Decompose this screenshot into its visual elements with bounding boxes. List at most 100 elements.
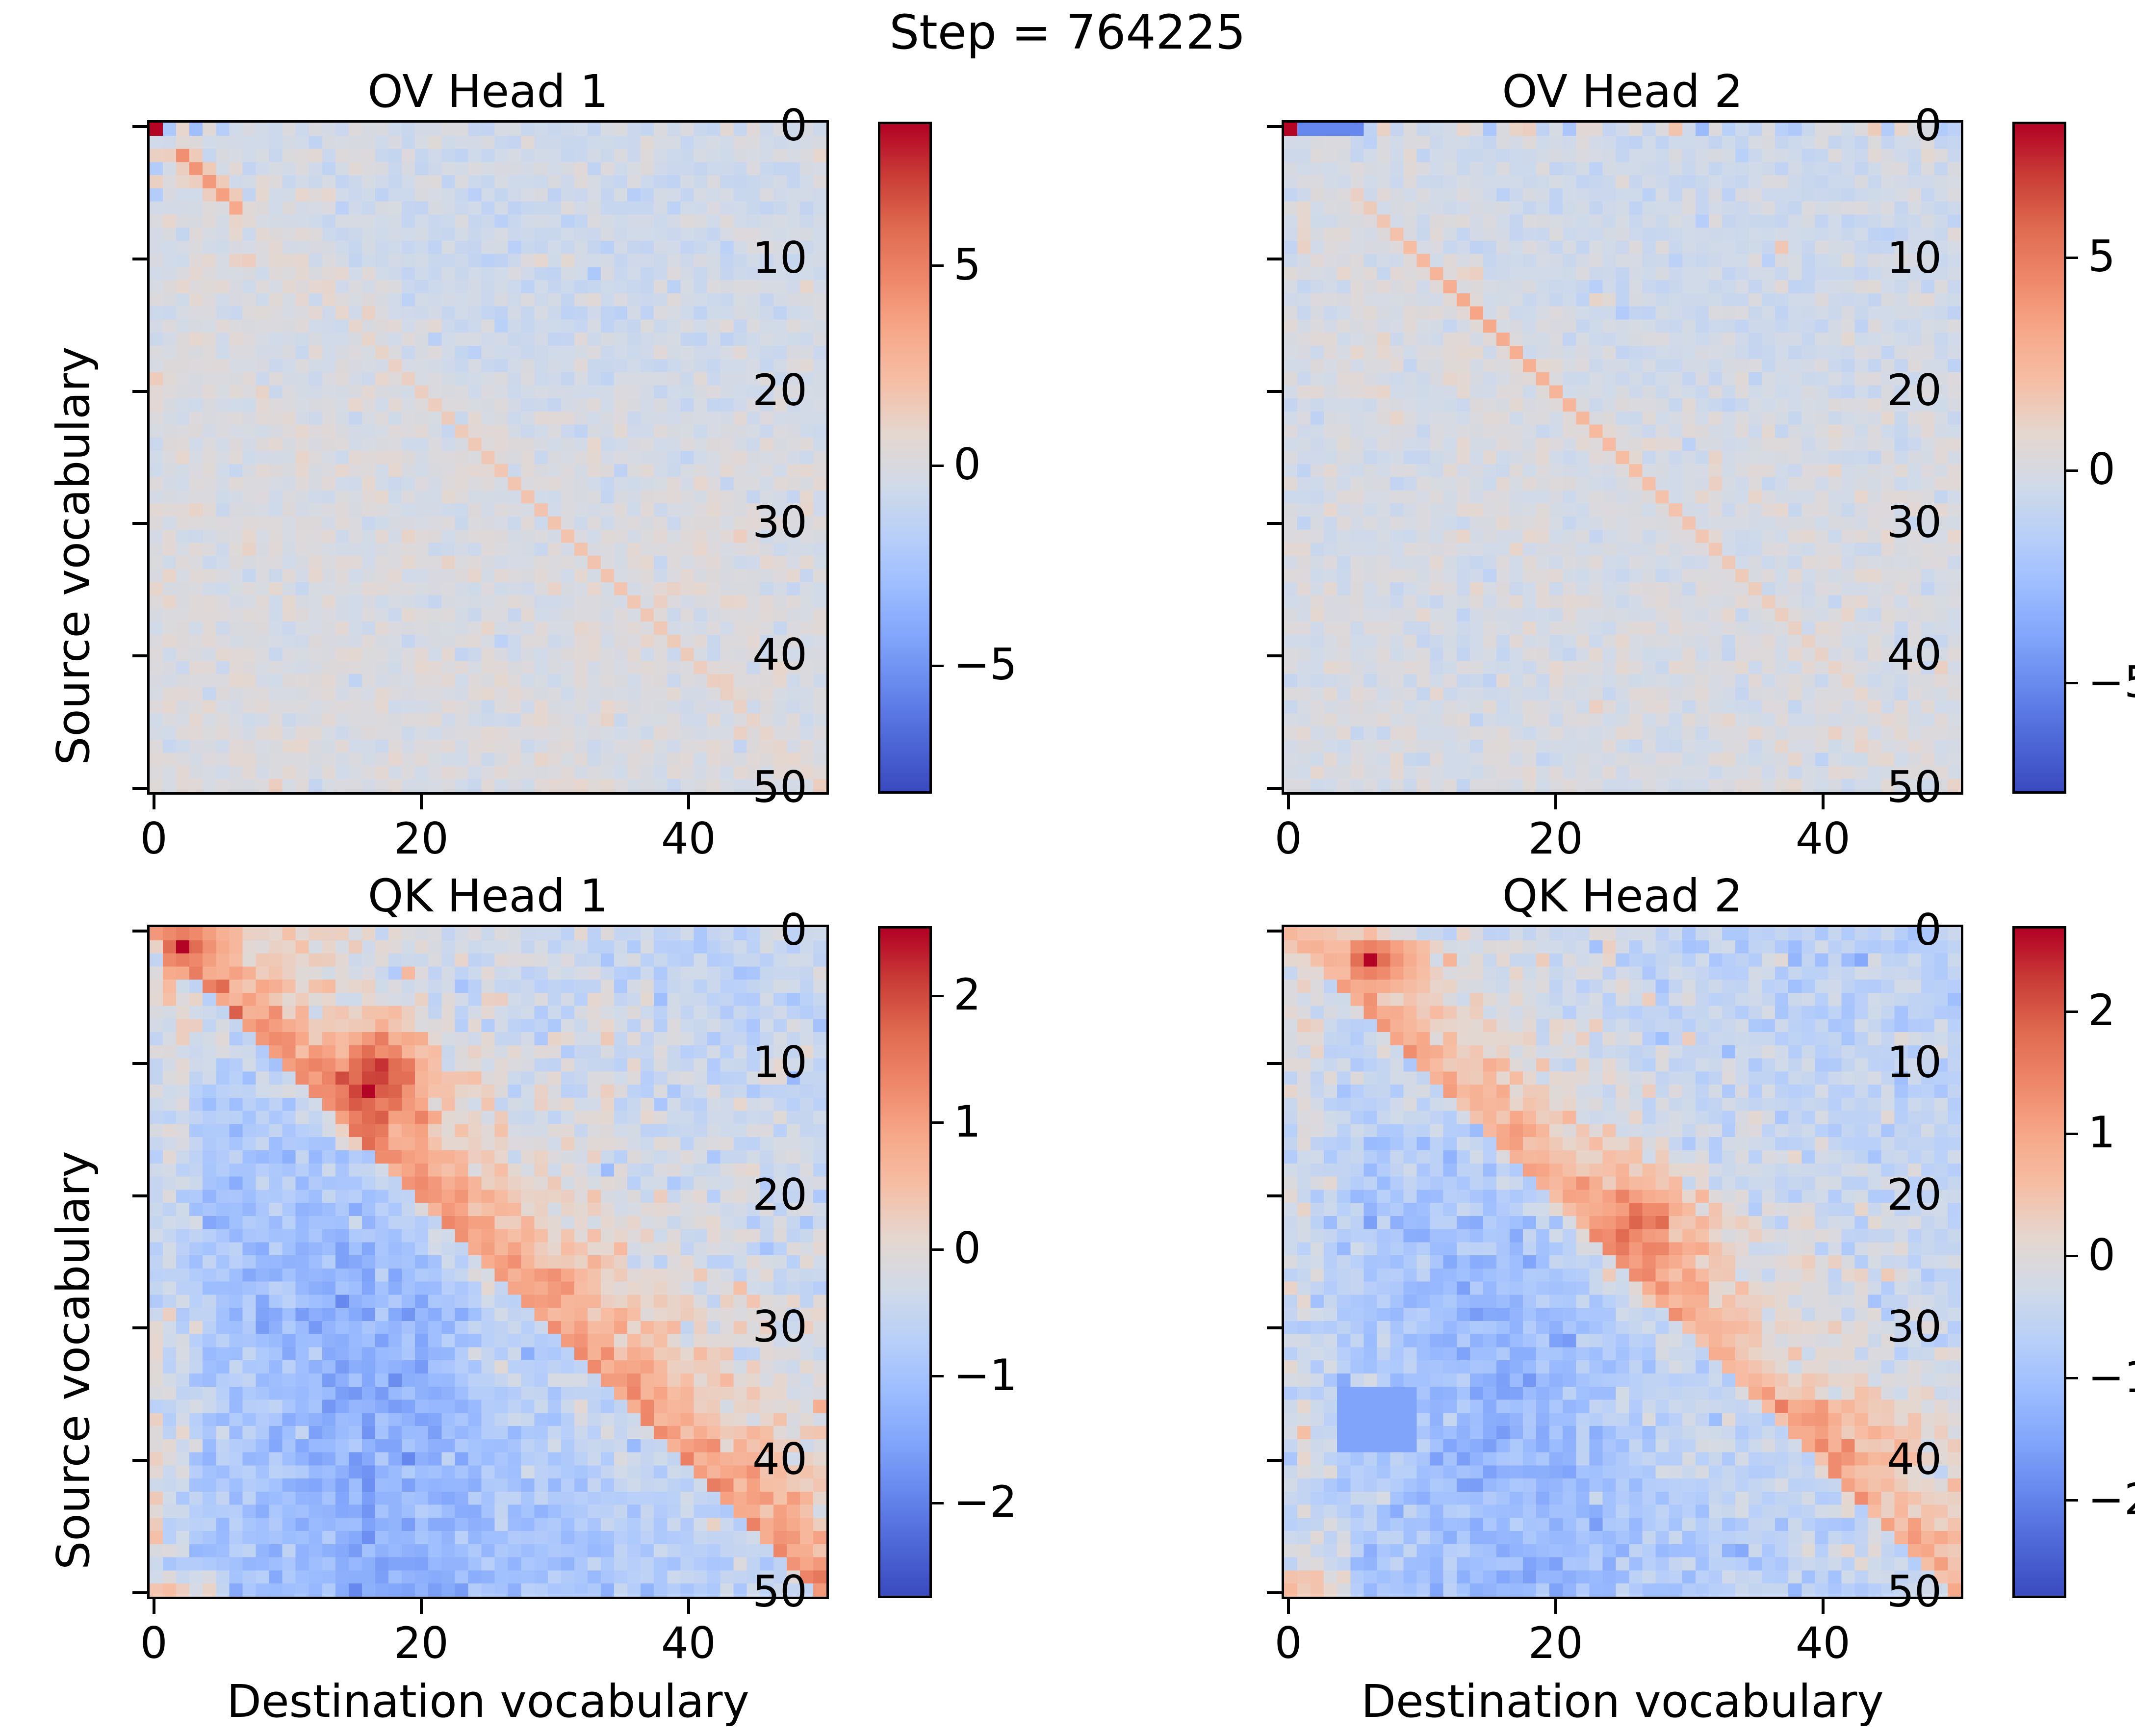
x-axis-tick [1554,1599,1557,1614]
y-axis-tick-label: 30 [1887,1301,1942,1352]
x-axis-tick-label: 20 [393,813,449,864]
colorbar-qk-head-1 [878,926,932,1598]
x-axis-tick [152,1599,155,1614]
colorbar-tick [2066,469,2078,472]
heatmap-image [150,927,826,1597]
y-axis-tick [1267,522,1282,525]
subplot-ov-head-2: OV Head 2 0 10 20 30 40 50 0 20 40 [1267,65,1963,860]
colorbar-ov-head-1 [878,122,932,794]
y-axis-tick-label: 50 [752,1566,807,1617]
y-axis-tick [1267,125,1282,129]
y-axis-tick [132,125,147,129]
heatmap-plot-area [147,120,829,795]
y-axis-tick [132,1326,147,1330]
y-axis-tick [1267,1194,1282,1197]
colorbar-gradient [880,929,929,1596]
colorbar-tick [932,1375,944,1378]
heatmap-image [1284,927,1961,1597]
y-axis-tick [1267,389,1282,393]
y-axis-tick-label: 10 [1887,233,1942,284]
colorbar-tick [2066,1499,2078,1502]
y-axis-tick-label: 50 [752,761,807,812]
subplot-title: QK Head 1 [367,870,609,922]
y-axis-tick [132,1458,147,1462]
colorbar-tick [2066,1010,2078,1013]
y-axis-tick [1267,654,1282,657]
x-axis-tick-label: 20 [393,1618,449,1668]
x-axis-tick-label: 40 [661,813,716,864]
x-axis-tick [152,795,155,809]
colorbar-tick-label: 2 [953,969,981,1020]
y-axis-tick-label: 20 [752,364,807,415]
y-axis-tick [1267,1591,1282,1594]
colorbar-tick [2066,256,2078,259]
x-axis-tick [1821,795,1825,809]
subplot-qk-head-1: QK Head 1 0 10 20 30 40 50 0 20 40 [132,870,829,1665]
y-axis-tick-label: 20 [752,1169,807,1220]
colorbar-qk-head-2 [2012,926,2066,1598]
y-axis-tick-label: 40 [1887,1433,1942,1484]
colorbar-tick-label: −5 [953,639,1017,690]
colorbar-ov-head-2 [2012,122,2066,794]
y-axis-tick [132,786,147,790]
y-axis-tick-label: 20 [1887,364,1942,415]
colorbar-tick [932,1502,944,1504]
heatmap-plot-area [147,925,829,1599]
heatmap-image [1284,123,1961,792]
subplot-title: OV Head 1 [367,65,609,118]
y-axis-tick-label: 0 [780,100,807,151]
x-axis-tick [419,1599,423,1614]
colorbar-tick-label: 1 [2088,1107,2115,1158]
y-axis-tick [132,258,147,261]
colorbar-tick [932,664,944,667]
colorbar-tick-label: 5 [2088,231,2115,282]
colorbar-tick [932,994,944,997]
subplot-qk-head-2: QK Head 2 0 10 20 30 40 50 0 20 40 [1267,870,1963,1665]
y-axis-tick-label: 30 [1887,497,1942,548]
colorbar-tick [932,1121,944,1124]
colorbar-tick-label: −2 [953,1477,1017,1528]
y-axis-tick [132,654,147,657]
heatmap-plot-area [1282,925,1963,1599]
x-axis-tick [687,795,690,809]
y-axis-tick [1267,786,1282,790]
y-axis-tick-label: 10 [1887,1037,1942,1088]
heatmap-plot-area [1282,120,1963,795]
figure-suptitle: Step = 764225 [889,5,1246,60]
colorbar-tick [932,1248,944,1251]
colorbar-gradient [2015,929,2064,1596]
colorbar-tick [932,464,944,467]
subplot-title: OV Head 2 [1502,65,1743,118]
x-axis-tick [1286,1599,1290,1614]
y-axis-tick [132,389,147,393]
y-axis-tick-label: 0 [1914,100,1942,151]
x-axis-tick-label: 0 [140,813,168,864]
colorbar-tick-label: −1 [953,1349,1017,1400]
x-axis-tick-label: 40 [661,1618,716,1668]
colorbar-tick-label: 0 [953,1223,981,1274]
colorbar-tick [2066,682,2078,685]
y-axis-label: Source vocabulary [47,1151,100,1570]
y-axis-tick-label: 30 [752,497,807,548]
y-axis-tick [132,930,147,933]
colorbar-tick-label: −2 [2088,1474,2135,1525]
colorbar-tick-label: 0 [953,439,981,490]
colorbar-tick [932,264,944,267]
y-axis-tick-label: 30 [752,1301,807,1352]
subplot-title: QK Head 2 [1502,870,1743,922]
x-axis-tick [687,1599,690,1614]
colorbar-tick [2066,1132,2078,1135]
y-axis-tick-label: 0 [780,905,807,956]
y-axis-tick [132,1062,147,1065]
colorbar-tick-label: 1 [953,1096,981,1147]
colorbar-tick [2066,1377,2078,1380]
y-axis-tick [1267,258,1282,261]
y-axis-tick-label: 50 [1887,1566,1942,1617]
colorbar-tick-label: 5 [953,239,981,290]
x-axis-label: Destination vocabulary [227,1675,749,1728]
x-axis-tick [1554,795,1557,809]
x-axis-tick [419,795,423,809]
y-axis-tick [132,1591,147,1594]
colorbar-tick-label: 2 [2088,985,2115,1036]
